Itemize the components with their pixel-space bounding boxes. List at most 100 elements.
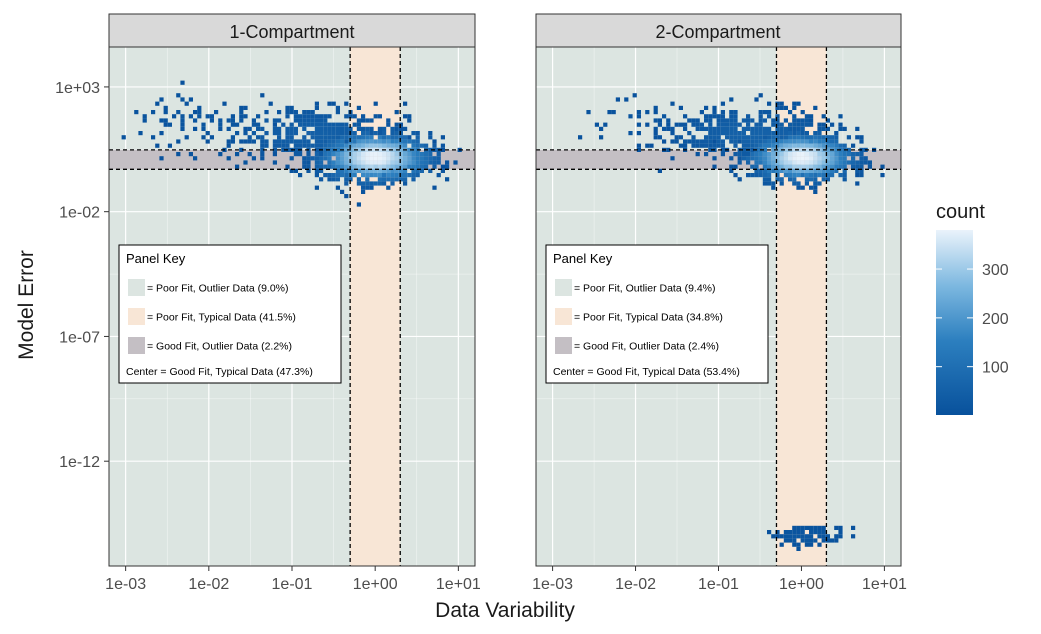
heatmap-cell: [398, 126, 403, 131]
heatmap-cell: [771, 147, 776, 152]
heatmap-cell: [746, 173, 751, 178]
panel-1-key-label: = Good Fit, Outlier Data (2.2%): [147, 341, 292, 353]
heatmap-cell: [792, 534, 797, 539]
heatmap-cell: [197, 105, 202, 110]
heatmap-cell: [382, 168, 387, 173]
heatmap-cell: [855, 164, 860, 169]
heatmap-cell: [762, 143, 767, 148]
heatmap-cell: [762, 152, 767, 157]
panel-1-strip: [108, 13, 476, 48]
heatmap-cell: [720, 126, 725, 131]
heatmap-cell: [436, 156, 441, 161]
heatmap-cell: [428, 160, 433, 165]
heatmap-cell: [809, 534, 814, 539]
heatmap-cell: [767, 156, 772, 161]
heatmap-cell: [800, 173, 805, 178]
heatmap-cell: [796, 181, 801, 186]
heatmap-cell: [432, 139, 437, 144]
heatmap-cell: [804, 114, 809, 119]
heatmap-cell: [373, 139, 378, 144]
heatmap-cell: [184, 101, 189, 106]
heatmap-cell: [251, 156, 256, 161]
heatmap-cell: [314, 114, 319, 119]
heatmap-cell: [293, 139, 298, 144]
heatmap-cell: [695, 152, 700, 157]
heatmap-cell: [272, 118, 277, 123]
heatmap-cell: [365, 160, 370, 165]
heatmap-cell: [356, 160, 361, 165]
heatmap-cell: [788, 139, 793, 144]
heatmap-cell: [746, 139, 751, 144]
heatmap-cell: [691, 122, 696, 127]
heatmap-cell: [788, 168, 793, 173]
heatmap-cell: [851, 152, 856, 157]
heatmap-cell: [779, 156, 784, 161]
heatmap-cell: [394, 131, 399, 136]
heatmap-cell: [373, 173, 378, 178]
heatmap-cell: [830, 168, 835, 173]
heatmap-cell: [788, 152, 793, 157]
heatmap-cell: [741, 147, 746, 152]
heatmap-cell: [243, 114, 248, 119]
heatmap-cell: [344, 168, 349, 173]
heatmap-cell: [846, 160, 851, 165]
heatmap-cell: [243, 160, 248, 165]
heatmap-cell: [335, 147, 340, 152]
heatmap-cell: [754, 97, 759, 102]
heatmap-cell: [804, 135, 809, 140]
heatmap-cell: [323, 122, 328, 127]
heatmap-cell: [386, 168, 391, 173]
heatmap-cell: [750, 135, 755, 140]
heatmap-cell: [779, 181, 784, 186]
heatmap-cell: [344, 143, 349, 148]
heatmap-cell: [327, 143, 332, 148]
heatmap-cell: [230, 135, 235, 140]
heatmap-cell: [800, 185, 805, 190]
heatmap-cell: [411, 168, 416, 173]
heatmap-cell: [386, 118, 391, 123]
heatmap-cell: [825, 147, 830, 152]
heatmap-cell: [260, 126, 265, 131]
heatmap-cell: [361, 131, 366, 136]
heatmap-cell: [615, 97, 620, 102]
heatmap-cell: [369, 181, 374, 186]
heatmap-cell: [699, 122, 704, 127]
heatmap-cell: [716, 118, 721, 123]
heatmap-cell: [302, 164, 307, 169]
heatmap-cell: [373, 156, 378, 161]
heatmap-cell: [277, 139, 282, 144]
heatmap-cell: [716, 131, 721, 136]
heatmap-cell: [804, 143, 809, 148]
heatmap-cell: [775, 156, 780, 161]
heatmap-cell: [281, 139, 286, 144]
heatmap-cell: [809, 152, 814, 157]
heatmap-cell: [578, 135, 583, 140]
heatmap-cell: [737, 139, 742, 144]
heatmap-cell: [302, 156, 307, 161]
y-axis-title: Model Error: [15, 250, 38, 360]
heatmap-cell: [361, 185, 366, 190]
heatmap-cell: [298, 122, 303, 127]
heatmap-cell: [758, 110, 763, 115]
heatmap-cell: [352, 139, 357, 144]
heatmap-cell: [754, 143, 759, 148]
heatmap-cell: [662, 114, 667, 119]
heatmap-cell: [708, 139, 713, 144]
heatmap-cell: [411, 152, 416, 157]
heatmap-cell: [775, 126, 780, 131]
heatmap-cell: [424, 156, 429, 161]
heatmap-cell: [704, 105, 709, 110]
heatmap-cell: [733, 173, 738, 178]
heatmap-cell: [407, 164, 412, 169]
heatmap-cell: [741, 143, 746, 148]
heatmap-cell: [746, 143, 751, 148]
heatmap-cell: [356, 122, 361, 127]
heatmap-cell: [699, 139, 704, 144]
heatmap-cell: [859, 168, 864, 173]
heatmap-cell: [163, 110, 168, 115]
heatmap-cell: [825, 143, 830, 148]
heatmap-cell: [821, 156, 826, 161]
x-tick-label: 1e-03: [532, 576, 573, 593]
heatmap-cell: [432, 160, 437, 165]
panel-1-key-label: = Poor Fit, Typical Data (41.5%): [147, 312, 296, 324]
